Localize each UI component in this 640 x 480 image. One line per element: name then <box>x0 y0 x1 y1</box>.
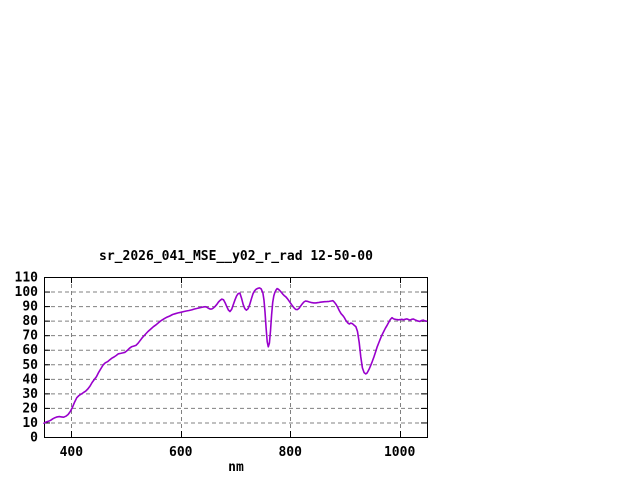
plot-border <box>44 277 428 438</box>
y-tick-label: 90 <box>22 300 38 315</box>
x-tick-label: 600 <box>169 445 193 460</box>
y-tick-label: 100 <box>15 285 39 300</box>
y-tick-label: 30 <box>22 387 38 402</box>
y-tick-label: 40 <box>22 372 38 387</box>
y-tick-label: 110 <box>15 271 39 286</box>
y-tick-label: 0 <box>30 431 38 446</box>
x-tick-label: 800 <box>278 445 302 460</box>
y-tick-label: 20 <box>22 401 38 416</box>
axes-frame <box>44 277 428 438</box>
grid-lines <box>44 277 427 437</box>
y-tick-label: 10 <box>22 416 38 431</box>
x-axis-label: nm <box>228 460 244 475</box>
y-tick-label: 50 <box>22 358 38 373</box>
x-tick-label: 1000 <box>384 445 415 460</box>
x-tick-label: 400 <box>60 445 84 460</box>
y-tick-label: 80 <box>22 314 38 329</box>
spectrum-curve <box>43 287 428 425</box>
y-tick-label: 70 <box>22 329 38 344</box>
y-tick-label: 60 <box>22 343 38 358</box>
chart-title: sr_2026_041_MSE__y02_r_rad 12-50-00 <box>99 249 373 264</box>
